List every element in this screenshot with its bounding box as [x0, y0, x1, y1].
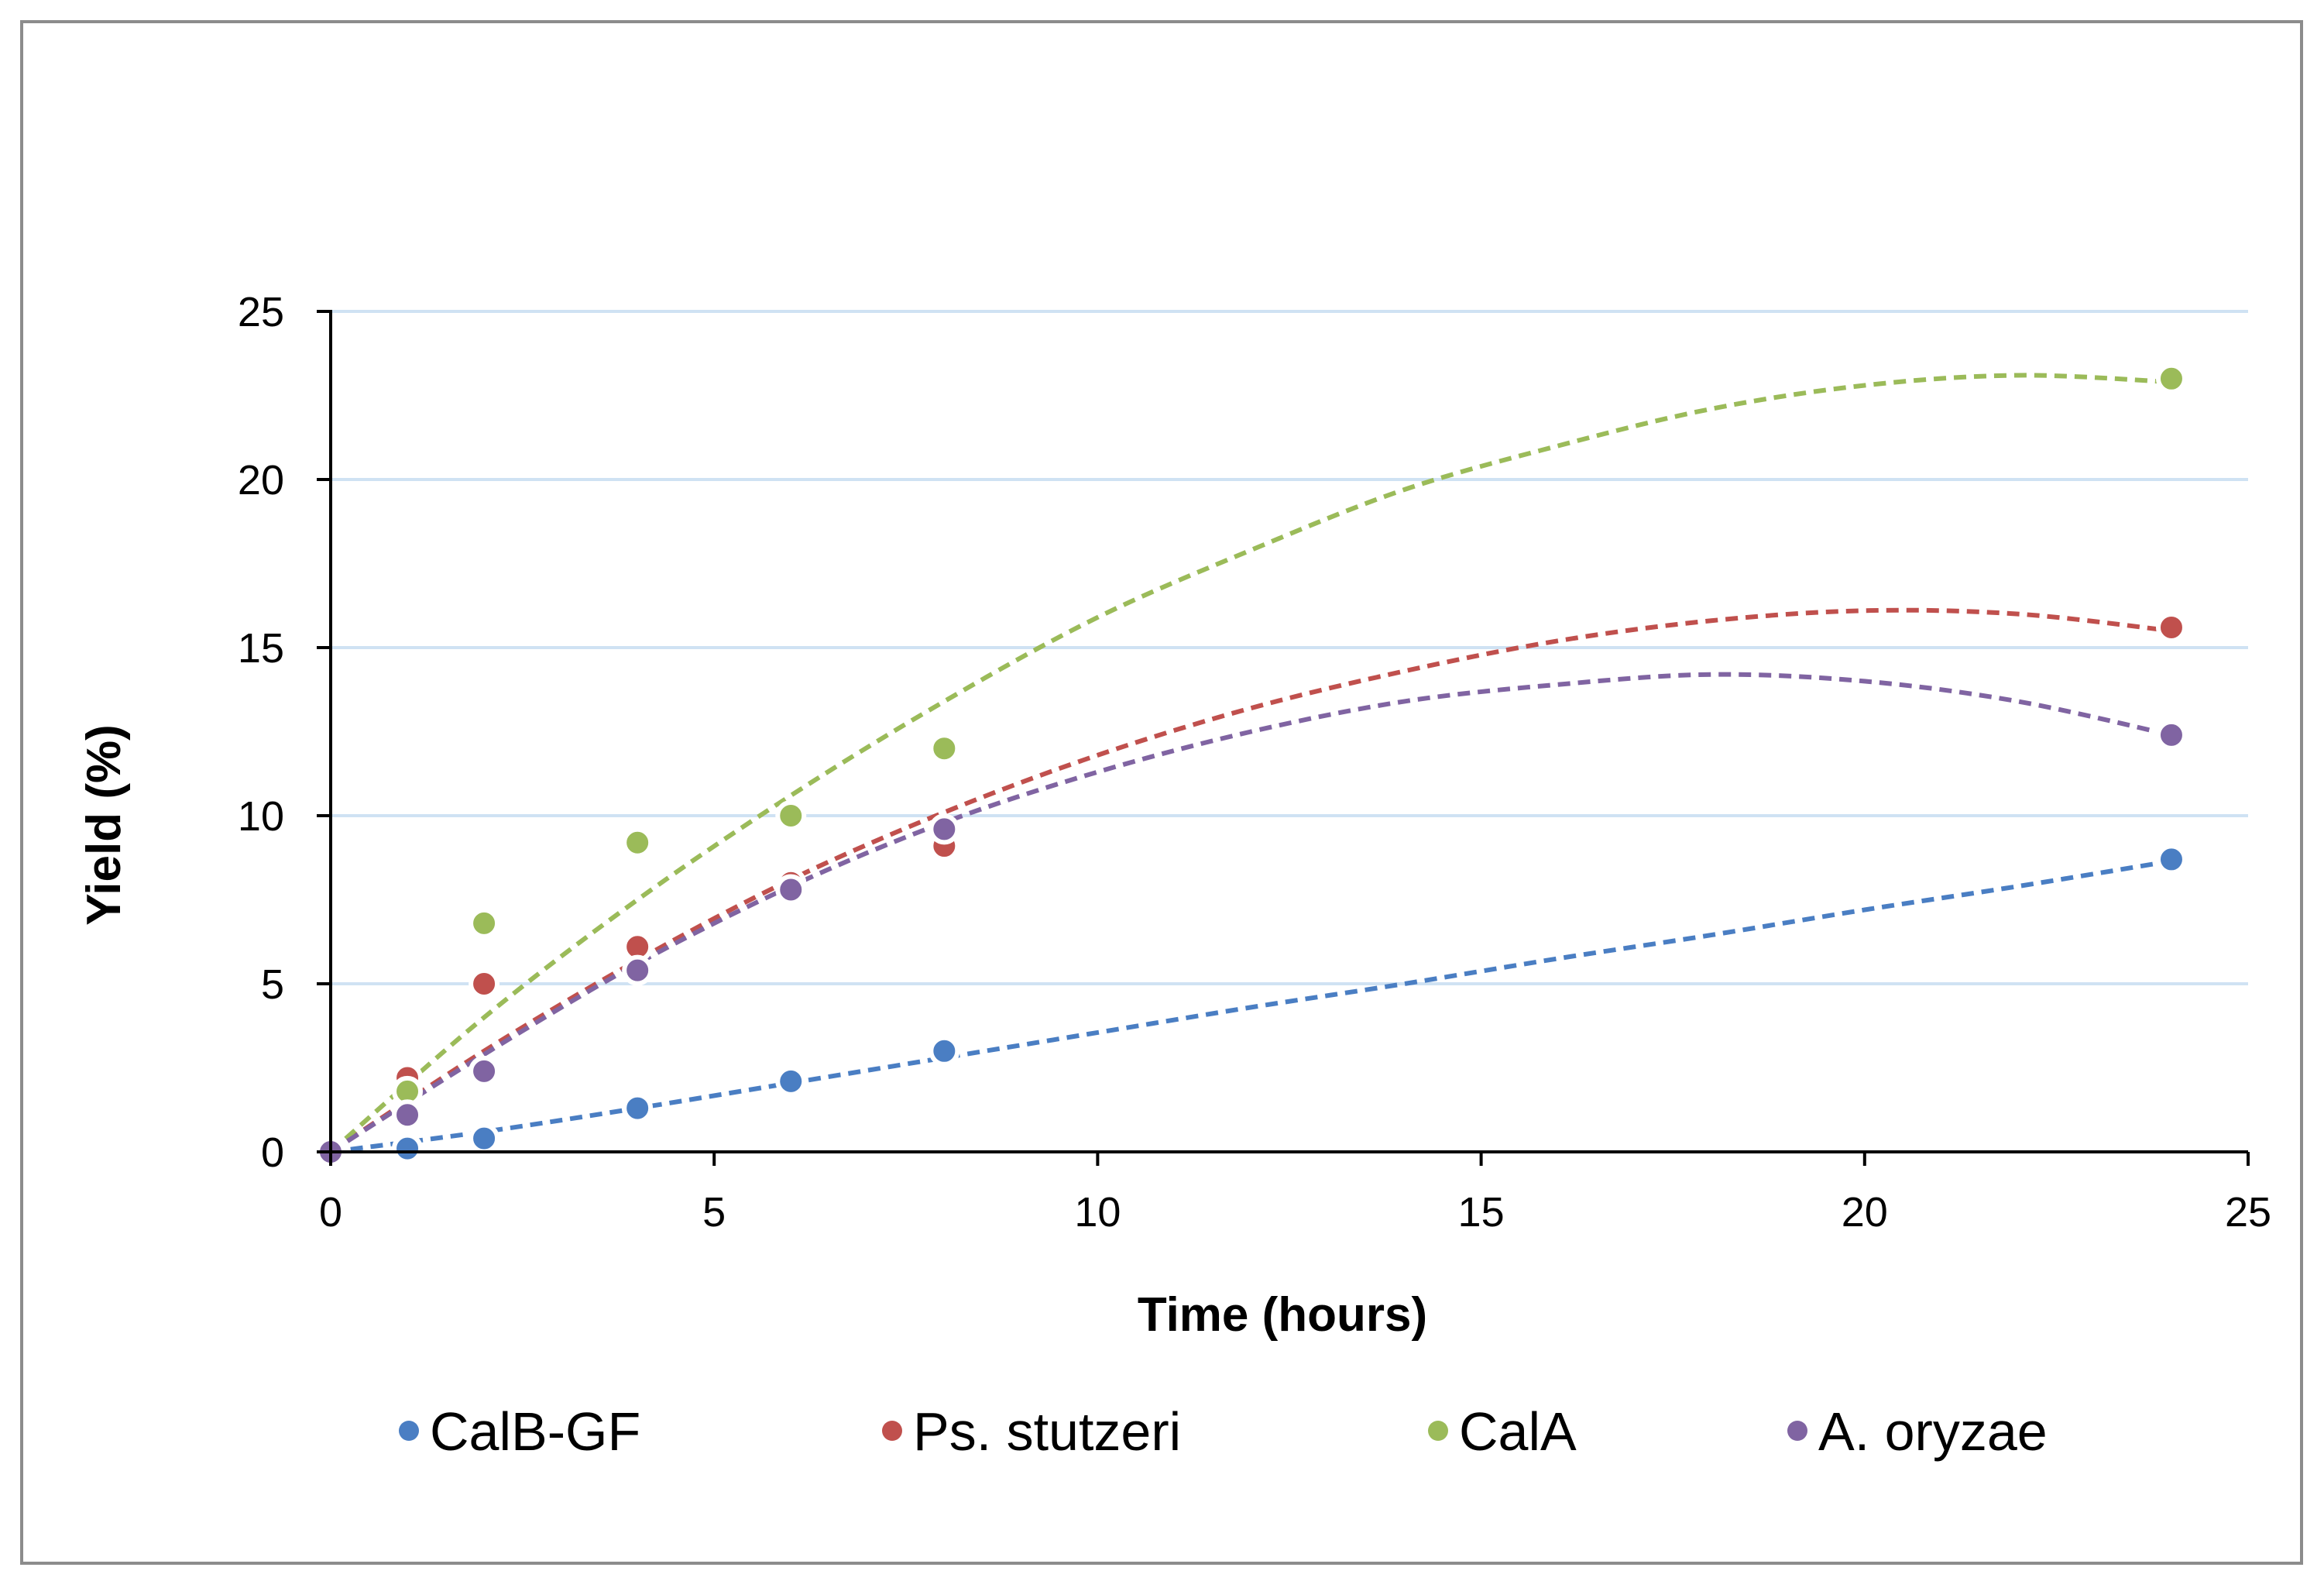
point-cala — [469, 907, 500, 939]
point-calb-gf — [622, 1092, 654, 1124]
chart-frame — [20, 20, 2303, 1565]
y-tick-label: 5 — [261, 961, 284, 1008]
y-tick-label: 20 — [238, 457, 284, 504]
x-tick-label: 5 — [702, 1189, 726, 1236]
legend-marker-calb-gf — [399, 1421, 419, 1441]
y-axis-title: Yield (%) — [77, 724, 131, 926]
data-points — [315, 363, 2187, 1167]
x-tick-label: 0 — [319, 1189, 342, 1236]
x-tick-label: 20 — [1842, 1189, 1888, 1236]
y-tick-label: 25 — [238, 289, 284, 335]
point-a-oryzae — [622, 954, 654, 986]
legend-label-ps-stutzeri: Ps. stutzeri — [913, 1401, 1181, 1462]
axes — [317, 310, 2250, 1166]
point-cala — [929, 733, 960, 765]
point-ps-stutzeri — [2155, 611, 2187, 643]
y-tick-label: 0 — [261, 1129, 284, 1176]
legend-marker-cala — [1428, 1421, 1448, 1441]
point-a-oryzae — [392, 1099, 424, 1131]
legend-marker-ps-stutzeri — [882, 1421, 902, 1441]
trendlines — [329, 373, 2172, 1154]
point-a-oryzae — [469, 1055, 500, 1087]
point-calb-gf — [929, 1035, 960, 1067]
legend-label-cala: CalA — [1459, 1401, 1577, 1462]
point-calb-gf — [392, 1133, 424, 1164]
y-tick-label: 10 — [238, 793, 284, 840]
legend-label-a-oryzae: A. oryzae — [1818, 1401, 2048, 1462]
point-cala — [622, 827, 654, 858]
x-tick-label: 10 — [1074, 1189, 1121, 1236]
point-cala — [775, 800, 807, 831]
point-calb-gf — [469, 1122, 500, 1154]
point-a-oryzae — [929, 813, 960, 845]
point-a-oryzae — [2155, 719, 2187, 751]
point-calb-gf — [775, 1065, 807, 1097]
point-calb-gf — [2155, 844, 2187, 875]
trendline-calb-gf — [330, 858, 2172, 1154]
trendline-ps-stutzeri — [329, 607, 2172, 1154]
legend-marker-a-oryzae — [1787, 1421, 1807, 1441]
x-axis-title: Time (hours) — [1138, 1288, 1427, 1342]
y-tick-label: 15 — [238, 625, 284, 672]
x-tick-label: 25 — [2225, 1189, 2271, 1236]
point-cala — [2155, 363, 2187, 394]
trendline-cala — [329, 373, 2172, 1154]
tick-labels: 0 5 10 15 20 25 0 5 10 15 20 25 — [238, 289, 2271, 1236]
legend: CalB-GF Ps. stutzeri CalA A. oryzae — [399, 1401, 2048, 1462]
trendline-a-oryzae — [329, 672, 2172, 1154]
legend-label-calb-gf: CalB-GF — [430, 1401, 640, 1462]
point-ps-stutzeri — [469, 968, 500, 999]
point-a-oryzae — [775, 874, 807, 906]
gridlines — [331, 310, 2248, 985]
x-tick-label: 15 — [1458, 1189, 1505, 1236]
